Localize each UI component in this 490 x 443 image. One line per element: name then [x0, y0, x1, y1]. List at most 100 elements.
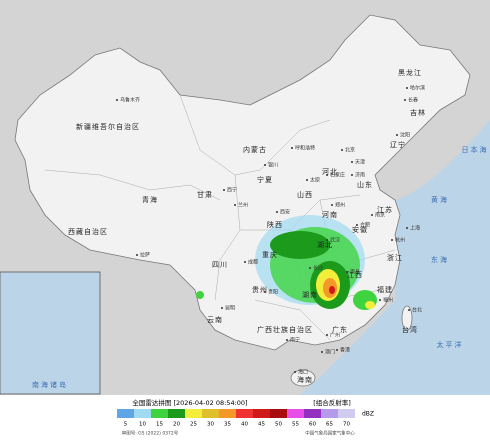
- legend-value: 15: [156, 422, 163, 428]
- city-dot: [406, 87, 408, 89]
- city-label: 香港: [340, 347, 350, 354]
- legend-swatch: [270, 409, 287, 418]
- province-label: 河南: [322, 210, 338, 219]
- taiwan: [401, 305, 413, 331]
- city-label: 南宁: [290, 337, 300, 344]
- province-label: 江西: [347, 271, 363, 279]
- city-dot: [371, 214, 373, 216]
- legend-swatch: [253, 409, 270, 418]
- city-label: 广州: [330, 332, 340, 339]
- city-label: 台北: [412, 307, 422, 314]
- province-label: 河北: [322, 168, 338, 176]
- legend-value: 20: [173, 422, 180, 428]
- province-label: 吉林: [410, 108, 426, 117]
- city-dot: [331, 204, 333, 206]
- legend-swatch: [168, 409, 185, 418]
- city-dot: [408, 309, 410, 311]
- south-china-sea-inset: [0, 271, 101, 395]
- city-label: 成都: [248, 259, 258, 266]
- legend-title: 全国雷达拼图 [2026-04-02 08:54:00]: [132, 398, 247, 407]
- sea-label: 太平洋: [437, 340, 464, 349]
- legend-value: 55: [292, 422, 299, 428]
- legend-unit: dBZ: [362, 411, 374, 418]
- city-dot: [346, 271, 348, 273]
- legend-product: [组合反射率]: [313, 398, 351, 407]
- city-dot: [244, 261, 246, 263]
- city-dot: [396, 134, 398, 136]
- province-label: 重庆: [262, 250, 278, 259]
- city-label: 哈尔滨: [410, 85, 425, 92]
- province-label: 浙江: [387, 253, 403, 262]
- city-dot: [294, 371, 296, 373]
- legend-value: 10: [139, 422, 146, 428]
- province-label: 海南: [297, 375, 313, 384]
- legend-value: 60: [309, 422, 316, 428]
- city-label: 天津: [355, 159, 365, 166]
- city-label: 贵阳: [268, 289, 278, 296]
- province-label: 台湾: [402, 325, 418, 334]
- province-label: 内蒙古: [243, 145, 267, 154]
- province-label: 福建: [377, 285, 393, 294]
- city-dot: [379, 299, 381, 301]
- city-label: 西安: [280, 209, 290, 216]
- city-label: 福州: [383, 297, 393, 304]
- province-label: 山东: [357, 180, 373, 189]
- city-label: 济南: [355, 172, 365, 179]
- sea-label: 南海诸岛: [32, 380, 68, 389]
- city-dot: [116, 99, 118, 101]
- legend-swatch: [185, 409, 202, 418]
- province-label: 辽宁: [390, 140, 406, 149]
- city-label: 杭州: [395, 237, 405, 244]
- city-label: 太原: [310, 177, 320, 184]
- legend-swatch: [287, 409, 304, 418]
- legend-value: 35: [224, 422, 231, 428]
- province-label: 广东: [332, 325, 348, 334]
- city-label: 合肥: [360, 222, 370, 229]
- city-label: 兰州: [238, 202, 248, 209]
- province-label: 广西壮族自治区: [257, 325, 313, 334]
- sea-label: 黄海: [431, 195, 449, 204]
- city-dot: [351, 174, 353, 176]
- city-label: 拉萨: [140, 252, 150, 259]
- legend-value: 65: [326, 422, 333, 428]
- city-dot: [286, 339, 288, 341]
- city-dot: [306, 179, 308, 181]
- legend-swatch: [321, 409, 338, 418]
- province-label: 云南: [207, 315, 223, 324]
- city-dot: [264, 291, 266, 293]
- legend-swatch: [151, 409, 168, 418]
- city-label: 南京: [375, 212, 385, 219]
- city-label: 银川: [268, 162, 278, 169]
- city-dot: [406, 227, 408, 229]
- city-label: 上海: [410, 225, 420, 232]
- city-dot: [264, 164, 266, 166]
- city-label: 郑州: [335, 202, 345, 209]
- province-label: 贵州: [252, 285, 268, 294]
- city-dot: [136, 254, 138, 256]
- city-dot: [223, 189, 225, 191]
- radar-echoes: [196, 215, 377, 310]
- city-label: 呼和浩特: [295, 145, 315, 152]
- city-label: 西宁: [227, 187, 237, 194]
- legend-swatch: [338, 409, 355, 418]
- city-dot: [291, 147, 293, 149]
- legend-swatch: [219, 409, 236, 418]
- legend-value: 45: [258, 422, 265, 428]
- province-label: 西藏自治区: [68, 227, 108, 236]
- legend-swatch: [117, 409, 134, 418]
- province-label: 湖南: [302, 290, 318, 299]
- city-dot: [336, 349, 338, 351]
- city-dot: [234, 204, 236, 206]
- legend-swatch: [236, 409, 253, 418]
- city-label: 石家庄: [330, 172, 345, 179]
- source: 中国气象局国家气象中心: [305, 430, 355, 437]
- city-dot: [391, 239, 393, 241]
- city-label: 沈阳: [400, 132, 410, 139]
- city-label: 海口: [298, 369, 308, 376]
- city-dot: [326, 174, 328, 176]
- sea-label: 东海: [431, 255, 449, 264]
- province-label: 江苏: [377, 205, 393, 214]
- legend-value: 40: [241, 422, 248, 428]
- city-label: 昆明: [225, 306, 235, 312]
